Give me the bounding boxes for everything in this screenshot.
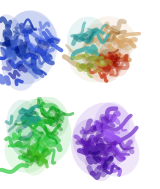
Ellipse shape [68,23,131,82]
Ellipse shape [6,100,42,157]
Ellipse shape [3,40,45,74]
Ellipse shape [0,10,57,84]
Ellipse shape [1,41,37,91]
Ellipse shape [76,43,110,78]
Ellipse shape [4,122,53,173]
Ellipse shape [88,16,136,59]
Ellipse shape [28,96,68,139]
Ellipse shape [21,134,49,176]
Ellipse shape [86,50,122,83]
Ellipse shape [72,102,136,170]
Ellipse shape [100,37,130,77]
Ellipse shape [85,140,114,181]
Ellipse shape [8,99,72,166]
Ellipse shape [71,119,115,176]
Ellipse shape [67,17,109,67]
Ellipse shape [0,14,29,69]
Ellipse shape [12,11,58,57]
Ellipse shape [94,102,130,144]
Ellipse shape [91,126,140,177]
